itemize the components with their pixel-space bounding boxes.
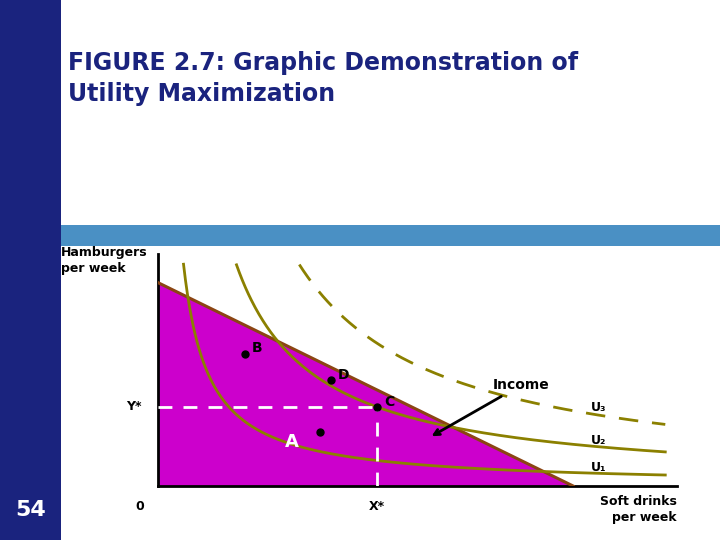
Text: Soft drinks
per week: Soft drinks per week (600, 495, 677, 524)
Text: Y*: Y* (125, 400, 141, 413)
Text: X*: X* (369, 500, 385, 512)
Text: U₃: U₃ (590, 401, 606, 414)
Text: U₁: U₁ (590, 461, 606, 474)
Text: C: C (384, 395, 395, 409)
Text: U₂: U₂ (590, 434, 606, 447)
Text: 54: 54 (15, 500, 46, 521)
Text: FIGURE 2.7: Graphic Demonstration of
Utility Maximization: FIGURE 2.7: Graphic Demonstration of Uti… (68, 51, 578, 106)
Text: Income: Income (434, 378, 549, 435)
Text: Hamburgers
per week: Hamburgers per week (61, 246, 148, 275)
Text: D: D (338, 368, 350, 382)
Text: A: A (285, 433, 299, 451)
Text: 0: 0 (135, 500, 144, 512)
Polygon shape (158, 283, 573, 486)
Text: B: B (252, 341, 262, 355)
